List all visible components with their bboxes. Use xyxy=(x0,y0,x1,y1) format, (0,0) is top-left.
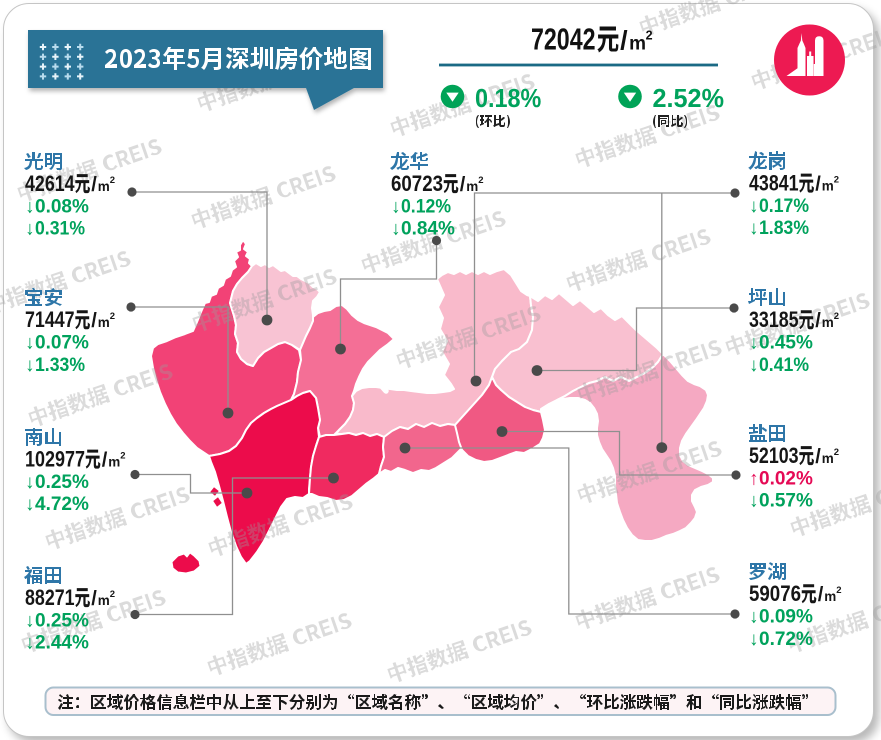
svg-text:↓: ↓ xyxy=(749,332,759,353)
svg-text:/: / xyxy=(815,310,821,332)
svg-text:102977: 102977 xyxy=(25,447,85,472)
svg-text:0.72%: 0.72% xyxy=(759,629,813,650)
svg-text:m: m xyxy=(466,179,478,194)
svg-text:0.25%: 0.25% xyxy=(35,472,89,493)
svg-text:↓: ↓ xyxy=(749,606,759,627)
svg-text:1.83%: 1.83% xyxy=(759,218,809,239)
svg-text:52103: 52103 xyxy=(749,443,799,468)
svg-text:m: m xyxy=(824,589,836,604)
svg-text:0.07%: 0.07% xyxy=(35,332,89,353)
svg-text:↓: ↓ xyxy=(391,196,401,217)
svg-text:43841: 43841 xyxy=(749,171,799,196)
svg-text:2: 2 xyxy=(834,311,839,322)
svg-text:33185: 33185 xyxy=(749,307,799,332)
svg-text:2: 2 xyxy=(110,175,115,186)
svg-text:0.02%: 0.02% xyxy=(759,468,813,489)
svg-text:72042: 72042 xyxy=(531,22,596,57)
svg-text:2: 2 xyxy=(836,585,841,596)
svg-text:↓: ↓ xyxy=(25,610,35,631)
svg-text:0.45%: 0.45% xyxy=(759,332,813,353)
svg-text:59076: 59076 xyxy=(749,581,801,606)
svg-text:0.31%: 0.31% xyxy=(35,219,85,240)
svg-text:↓: ↓ xyxy=(25,633,35,654)
svg-text:↓: ↓ xyxy=(25,219,35,240)
svg-text:1.33%: 1.33% xyxy=(35,355,85,376)
svg-text:↓: ↓ xyxy=(749,629,759,650)
svg-text:0.09%: 0.09% xyxy=(759,606,813,627)
svg-text:m: m xyxy=(629,34,646,55)
svg-text:↓: ↓ xyxy=(749,491,759,512)
svg-text:88271: 88271 xyxy=(25,585,75,610)
svg-text:0.41%: 0.41% xyxy=(759,355,809,376)
svg-text:m: m xyxy=(108,455,120,470)
svg-text:↓: ↓ xyxy=(749,196,759,217)
svg-text:↓: ↓ xyxy=(749,218,759,239)
svg-text:↓: ↓ xyxy=(25,494,35,515)
svg-text:↓: ↓ xyxy=(749,355,759,376)
svg-text:↓: ↓ xyxy=(25,196,35,217)
svg-text:0.17%: 0.17% xyxy=(759,196,809,217)
svg-text:/: / xyxy=(91,174,97,196)
svg-text:0.84%: 0.84% xyxy=(401,219,455,240)
svg-text:60723: 60723 xyxy=(391,171,443,196)
svg-text:2.52%: 2.52% xyxy=(653,83,725,113)
svg-text:0.18%: 0.18% xyxy=(475,83,541,113)
svg-text:2.44%: 2.44% xyxy=(35,633,89,654)
svg-text:2: 2 xyxy=(110,589,115,600)
svg-text:0.08%: 0.08% xyxy=(35,196,89,217)
svg-text:4.72%: 4.72% xyxy=(35,494,89,515)
svg-text:/: / xyxy=(91,588,97,610)
svg-text:2: 2 xyxy=(478,175,483,186)
svg-text:/: / xyxy=(815,446,821,468)
svg-text:2: 2 xyxy=(120,451,125,462)
svg-text:0.25%: 0.25% xyxy=(35,610,89,631)
svg-text:m: m xyxy=(822,451,834,466)
svg-text:↑: ↑ xyxy=(749,468,759,489)
svg-text:0.12%: 0.12% xyxy=(401,196,451,217)
svg-text:m: m xyxy=(822,179,834,194)
svg-text:2: 2 xyxy=(646,29,653,43)
svg-text:/: / xyxy=(815,174,821,196)
svg-text:42614: 42614 xyxy=(25,171,75,196)
svg-text:m: m xyxy=(98,315,110,330)
svg-text:2: 2 xyxy=(110,311,115,322)
svg-text:↓: ↓ xyxy=(25,355,35,376)
svg-text:↓: ↓ xyxy=(25,332,35,353)
svg-text:m: m xyxy=(822,315,834,330)
svg-text:↓: ↓ xyxy=(25,472,35,493)
svg-text:m: m xyxy=(98,593,110,608)
svg-text:↓: ↓ xyxy=(391,219,401,240)
svg-text:71447: 71447 xyxy=(25,307,75,332)
svg-text:/: / xyxy=(620,26,628,56)
svg-text:2: 2 xyxy=(834,447,839,458)
svg-text:2: 2 xyxy=(834,175,839,186)
svg-text:/: / xyxy=(91,310,97,332)
svg-text:/: / xyxy=(102,450,108,472)
svg-text:m: m xyxy=(98,179,110,194)
svg-text:/: / xyxy=(818,584,824,606)
svg-text:0.57%: 0.57% xyxy=(759,491,813,512)
svg-text:/: / xyxy=(460,174,466,196)
